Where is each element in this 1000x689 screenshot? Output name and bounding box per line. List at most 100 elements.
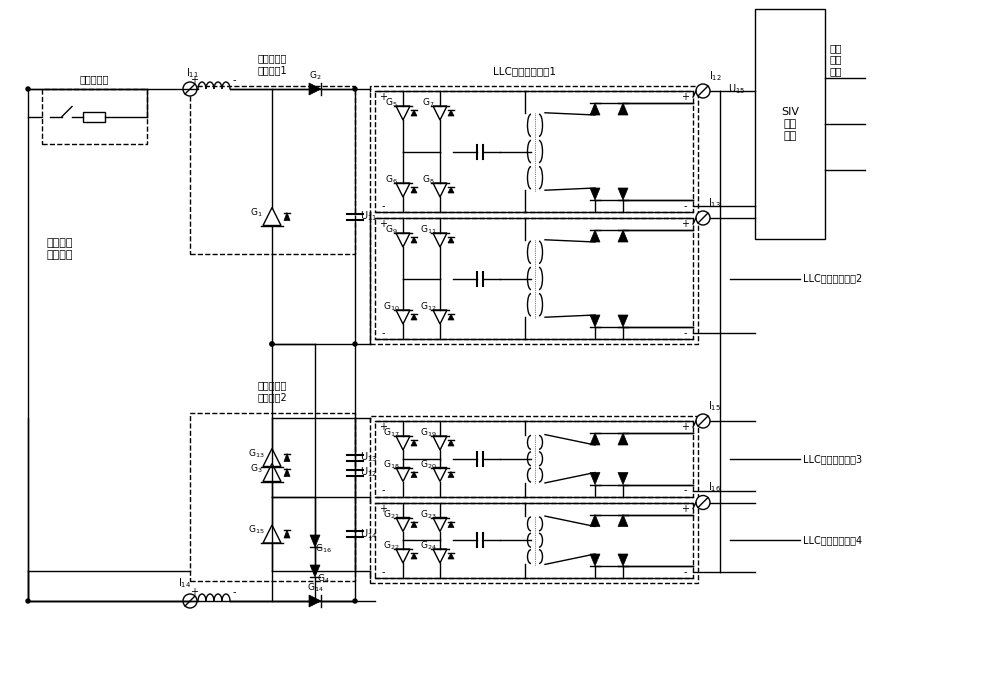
Polygon shape [448,110,454,116]
Polygon shape [448,440,454,446]
Text: 第一直流
电压制式: 第一直流 电压制式 [47,238,73,260]
Text: -: - [232,75,236,85]
Text: G$_{21}$: G$_{21}$ [383,508,399,521]
Polygon shape [284,453,290,462]
Text: -: - [381,201,385,211]
Text: -: - [232,587,236,597]
Text: -: - [683,201,687,211]
Bar [370,86,698,344]
Polygon shape [448,237,454,243]
Text: +: + [379,504,387,513]
Text: G$_{16}$: G$_{16}$ [315,543,331,555]
Text: +: + [379,92,387,102]
Polygon shape [590,315,600,327]
Polygon shape [310,535,320,547]
Polygon shape [590,188,600,200]
Polygon shape [590,230,600,242]
Circle shape [26,599,30,603]
Polygon shape [618,515,628,526]
Circle shape [696,495,710,509]
Polygon shape [448,187,454,193]
Bar [190,413,355,581]
Polygon shape [284,212,290,220]
Text: I$_{11}$: I$_{11}$ [186,66,198,80]
Circle shape [696,211,710,225]
Text: -: - [381,486,385,495]
Polygon shape [411,440,417,446]
Text: I$_{12}$: I$_{12}$ [709,69,721,83]
Text: +: + [379,219,387,229]
Text: G$_{13}$: G$_{13}$ [248,447,264,460]
Text: G$_{23}$: G$_{23}$ [420,508,436,521]
Text: I$_{14}$: I$_{14}$ [178,576,192,590]
Circle shape [696,84,710,98]
Polygon shape [590,554,600,566]
Polygon shape [309,595,321,607]
Text: U$_{14}$: U$_{14}$ [360,527,378,541]
Polygon shape [448,314,454,320]
Text: LLC高频隔离单共1: LLC高频隔离单共1 [492,66,556,76]
Bar [42,89,147,144]
Text: G$_7$: G$_7$ [422,96,434,110]
Circle shape [353,342,357,346]
Text: -: - [381,328,385,338]
Text: G$_{15}$: G$_{15}$ [248,524,264,536]
Circle shape [26,87,30,91]
Text: -: - [381,567,385,577]
Text: I$_{16}$: I$_{16}$ [708,481,722,495]
Text: G$_3$: G$_3$ [250,462,262,475]
Text: LLC高频隔离单共4: LLC高频隔离单共4 [803,535,862,545]
Text: +: + [190,587,198,597]
Text: G$_{12}$: G$_{12}$ [420,301,436,313]
Circle shape [270,342,274,346]
Polygon shape [618,103,628,115]
Text: G$_4$: G$_4$ [317,573,329,585]
Polygon shape [411,553,417,559]
Text: I$_{13}$: I$_{13}$ [708,196,722,210]
Text: I$_{15}$: I$_{15}$ [708,399,722,413]
Text: 三电平升压
斩波单共2: 三电平升压 斩波单共2 [258,380,287,402]
Polygon shape [284,530,290,538]
Text: G$_9$: G$_9$ [385,224,397,236]
Polygon shape [411,187,417,193]
Text: G$_6$: G$_6$ [385,174,397,186]
Text: -: - [683,486,687,495]
Bar [375,218,693,339]
Text: G$_{22}$: G$_{22}$ [383,539,399,553]
Bar [190,86,355,254]
Polygon shape [590,515,600,526]
Text: G$_5$: G$_5$ [385,96,397,110]
Polygon shape [411,314,417,320]
Bar [375,91,693,212]
Circle shape [183,594,197,608]
Polygon shape [618,554,628,566]
Bar [755,9,825,239]
Polygon shape [618,315,628,327]
Polygon shape [310,565,320,577]
Circle shape [270,342,274,346]
Text: U$_{13}$: U$_{13}$ [360,451,378,464]
Text: G$_8$: G$_8$ [422,174,434,186]
Polygon shape [618,230,628,242]
Circle shape [353,87,357,91]
Polygon shape [411,110,417,116]
Polygon shape [618,433,628,445]
Polygon shape [590,103,600,115]
Text: +: + [379,422,387,432]
Text: -: - [683,328,687,338]
Text: G$_{11}$: G$_{11}$ [420,224,436,236]
Text: G$_{19}$: G$_{19}$ [420,426,436,440]
Polygon shape [411,237,417,243]
Bar [375,502,693,578]
Text: G$_{10}$: G$_{10}$ [383,301,399,313]
Text: +: + [681,92,689,102]
Polygon shape [448,471,454,477]
Text: G$_{20}$: G$_{20}$ [420,458,436,471]
Text: +: + [681,219,689,229]
Text: U$_{11}$: U$_{11}$ [360,209,378,223]
Bar [375,421,693,497]
Text: +: + [190,75,198,85]
Polygon shape [411,471,417,477]
Polygon shape [309,83,321,95]
Text: +: + [681,504,689,513]
